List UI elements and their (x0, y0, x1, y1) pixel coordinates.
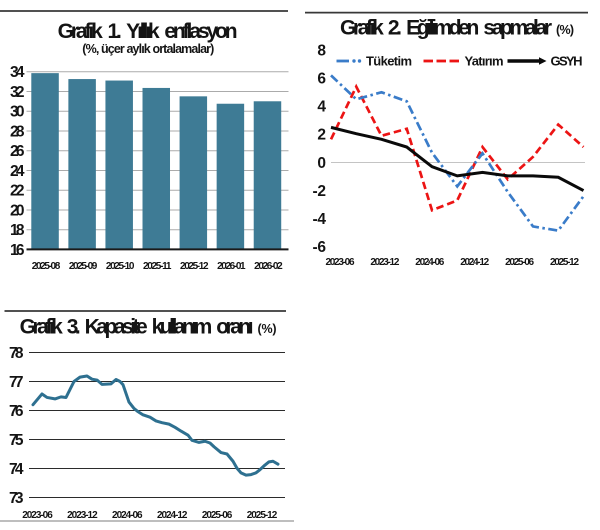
svg-text:(%, üçer aylık ortalamalar): (%, üçer aylık ortalamalar) (82, 42, 214, 56)
svg-text:6: 6 (317, 71, 326, 88)
svg-text:2025-12: 2025-12 (550, 257, 579, 268)
svg-text:2024-12: 2024-12 (157, 510, 188, 521)
svg-text:32: 32 (10, 84, 25, 101)
svg-text:20: 20 (10, 202, 25, 219)
svg-text:GSYH: GSYH (551, 54, 583, 69)
svg-text:24: 24 (10, 163, 25, 180)
svg-text:2023-12: 2023-12 (67, 510, 98, 521)
svg-text:22: 22 (10, 183, 25, 200)
svg-text:2025-06: 2025-06 (202, 510, 233, 521)
svg-text:2025-12: 2025-12 (247, 510, 278, 521)
svg-text:0: 0 (317, 155, 326, 172)
svg-text:2025-12: 2025-12 (180, 261, 209, 272)
svg-text:2023-06: 2023-06 (326, 257, 355, 268)
svg-text:2026-01: 2026-01 (217, 261, 246, 272)
svg-text:(%): (%) (556, 23, 574, 37)
svg-text:Yatırım: Yatırım (465, 54, 504, 69)
svg-text:2025-08: 2025-08 (32, 261, 61, 272)
svg-text:28: 28 (10, 123, 25, 140)
svg-text:Grafik 2. Eğilimden sapmalar: Grafik 2. Eğilimden sapmalar (340, 16, 552, 39)
svg-text:75: 75 (9, 432, 24, 449)
svg-text:26: 26 (10, 143, 25, 160)
svg-text:Tüketim: Tüketim (366, 54, 412, 69)
svg-text:2024-12: 2024-12 (460, 257, 489, 268)
svg-text:76: 76 (9, 403, 24, 420)
svg-text:2025-09: 2025-09 (69, 261, 98, 272)
svg-text:2026-02: 2026-02 (254, 261, 283, 272)
svg-text:2023-06: 2023-06 (22, 510, 53, 521)
svg-text:2024-06: 2024-06 (112, 510, 143, 521)
svg-text:2: 2 (317, 127, 326, 144)
svg-text:73: 73 (9, 490, 24, 507)
svg-text:-6: -6 (313, 239, 327, 256)
svg-text:2025-11: 2025-11 (143, 261, 172, 272)
svg-text:8: 8 (317, 42, 326, 59)
svg-text:Grafik 1. Yıllık enflasyon: Grafik 1. Yıllık enflasyon (58, 20, 238, 43)
svg-text:18: 18 (10, 222, 25, 239)
svg-text:2025-06: 2025-06 (505, 257, 534, 268)
svg-text:74: 74 (9, 461, 24, 478)
svg-text:-2: -2 (313, 183, 327, 200)
svg-text:2025-10: 2025-10 (106, 261, 135, 272)
svg-text:30: 30 (10, 104, 25, 121)
svg-text:Grafik 3. Kapasite kullanım or: Grafik 3. Kapasite kullanım oranı (20, 316, 254, 339)
svg-text:34: 34 (10, 64, 25, 81)
svg-text:2024-06: 2024-06 (415, 257, 444, 268)
svg-text:16: 16 (10, 242, 25, 259)
svg-text:-4: -4 (313, 211, 327, 228)
svg-text:(%): (%) (258, 322, 277, 336)
svg-text:4: 4 (317, 99, 326, 116)
svg-text:2023-12: 2023-12 (370, 257, 399, 268)
svg-text:78: 78 (9, 345, 24, 362)
svg-text:77: 77 (9, 374, 24, 391)
